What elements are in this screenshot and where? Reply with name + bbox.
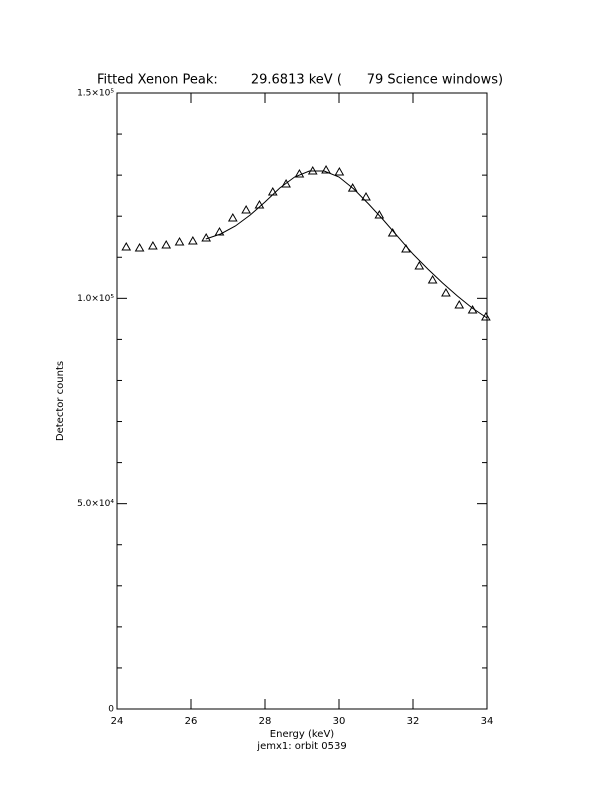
data-point	[294, 169, 305, 178]
fit-line	[205, 170, 488, 319]
data-point	[281, 178, 291, 188]
data-point	[374, 210, 385, 219]
x-axis-label: Energy (keV)	[270, 729, 335, 740]
data-point	[427, 275, 438, 284]
data-point	[201, 232, 212, 242]
x-tick-label: 34	[481, 716, 494, 727]
data-point	[121, 241, 132, 251]
y-tick-label: 1.5×10⁵	[77, 89, 114, 99]
data-point	[454, 300, 465, 309]
x-tick-label: 24	[111, 716, 124, 727]
data-point	[481, 312, 491, 321]
x-tick-label: 28	[259, 716, 272, 727]
data-point	[214, 227, 225, 236]
y-tick-label: 5.0×10⁴	[77, 499, 114, 509]
y-tick-label: 0	[108, 705, 114, 715]
subtitle: jemx1: orbit 0539	[256, 741, 346, 752]
data-point	[361, 192, 371, 201]
data-point	[187, 235, 198, 245]
y-axis-label: Detector counts	[55, 361, 66, 441]
data-point	[161, 239, 172, 249]
x-tick-label: 26	[185, 716, 198, 727]
data-point	[334, 167, 345, 176]
data-point	[148, 241, 158, 250]
x-tick-label: 32	[407, 716, 420, 727]
data-point	[241, 204, 251, 214]
data-point	[227, 212, 238, 222]
plot-frame	[116, 92, 488, 710]
data-point	[414, 261, 425, 270]
data-point	[134, 243, 145, 252]
chart-title: Fitted Xenon Peak: 29.6813 keV ( 79 Scie…	[97, 73, 503, 88]
data-point	[321, 165, 331, 174]
data-point	[347, 183, 358, 192]
data-point	[441, 287, 451, 297]
y-tick-label: 1.0×10⁵	[77, 294, 114, 304]
x-tick-label: 30	[333, 716, 346, 727]
data-point	[174, 236, 185, 246]
